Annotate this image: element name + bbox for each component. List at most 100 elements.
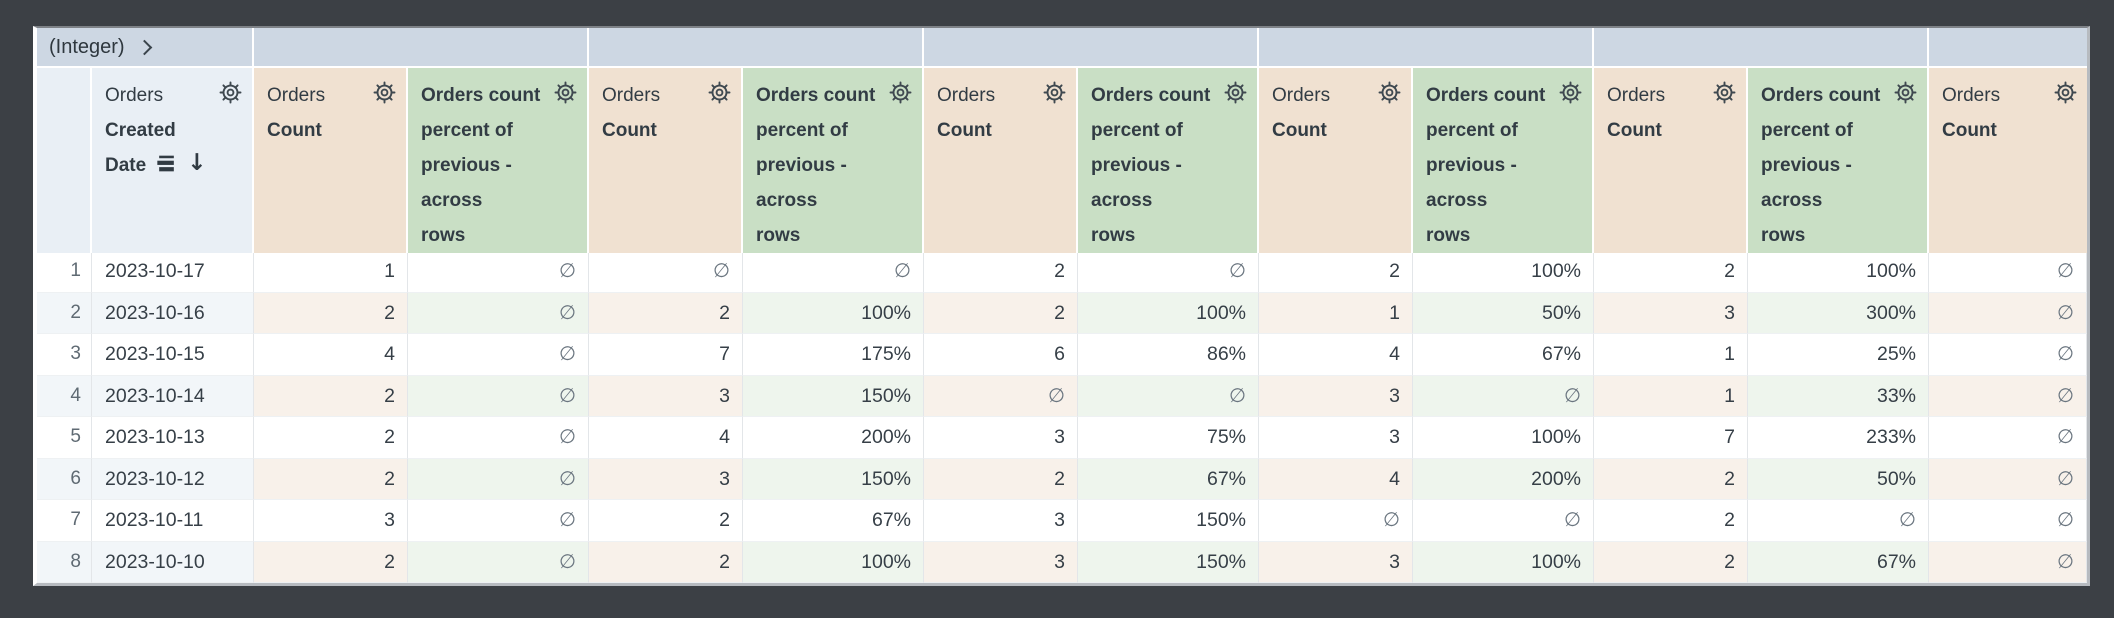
cell-count[interactable]: 3 — [1259, 375, 1413, 417]
gear-icon[interactable] — [887, 79, 914, 106]
gear-icon[interactable] — [1376, 79, 1403, 106]
cell-percent[interactable]: 50% — [1748, 458, 1929, 500]
cell-count[interactable]: 4 — [589, 417, 743, 459]
cell-count[interactable]: 2 — [924, 251, 1078, 293]
column-header-percent-of-previous[interactable]: Orders count percent of previous - acros… — [1413, 68, 1594, 253]
gear-icon[interactable] — [1557, 79, 1584, 106]
cell-percent[interactable]: 67% — [1748, 541, 1929, 583]
cell-count[interactable]: 4 — [1259, 458, 1413, 500]
cell-percent[interactable]: 100% — [1748, 251, 1929, 293]
cell-count[interactable]: 3 — [254, 500, 408, 542]
cell-count[interactable]: 3 — [1594, 292, 1748, 334]
cell-count[interactable]: 2 — [1594, 500, 1748, 542]
cell-percent[interactable]: 200% — [743, 417, 924, 459]
cell-percent[interactable]: 100% — [1413, 251, 1594, 293]
cell-count[interactable]: 2 — [1594, 458, 1748, 500]
chevron-right-icon[interactable] — [136, 39, 152, 56]
column-header-percent-of-previous[interactable]: Orders count percent of previous - acros… — [408, 68, 589, 253]
pivot-expand-cell[interactable]: (Integer) — [37, 28, 254, 68]
column-header-orders-count[interactable]: Orders Count — [254, 68, 408, 253]
cell-date[interactable]: 2023-10-11 — [92, 500, 254, 542]
cell-percent[interactable]: 300% — [1748, 292, 1929, 334]
cell-percent[interactable]: 100% — [743, 541, 924, 583]
cell-count[interactable]: 3 — [924, 500, 1078, 542]
cell-percent[interactable]: 150% — [1078, 500, 1259, 542]
cell-count[interactable]: 4 — [1259, 334, 1413, 376]
gear-icon[interactable] — [552, 79, 579, 106]
cell-percent[interactable]: 200% — [1413, 458, 1594, 500]
cell-count[interactable]: 2 — [589, 500, 743, 542]
column-header-created-date[interactable]: Orders Created Date ↓ — [92, 68, 254, 253]
cell-count[interactable]: 1 — [1594, 375, 1748, 417]
cell-count[interactable]: 2 — [254, 541, 408, 583]
cell-count[interactable]: 2 — [1594, 251, 1748, 293]
column-header-orders-count[interactable]: Orders Count — [1259, 68, 1413, 253]
cell-count[interactable]: 3 — [589, 375, 743, 417]
cell-percent[interactable]: 75% — [1078, 417, 1259, 459]
cell-percent[interactable]: 100% — [743, 292, 924, 334]
cell-count[interactable]: 1 — [1259, 292, 1413, 334]
cell-percent[interactable]: 67% — [743, 500, 924, 542]
cell-percent[interactable]: 25% — [1748, 334, 1929, 376]
cell-percent[interactable]: 150% — [743, 375, 924, 417]
cell-percent[interactable]: 33% — [1748, 375, 1929, 417]
gear-icon[interactable] — [1711, 79, 1738, 106]
cell-count[interactable]: 2 — [254, 375, 408, 417]
cell-percent[interactable]: 175% — [743, 334, 924, 376]
cell-count[interactable]: 2 — [1594, 541, 1748, 583]
cell-count[interactable]: 2 — [254, 417, 408, 459]
cell-count[interactable]: 3 — [924, 417, 1078, 459]
gear-icon[interactable] — [2052, 79, 2079, 106]
cell-count[interactable]: 2 — [1259, 251, 1413, 293]
cell-percent: ∅ — [1078, 251, 1259, 293]
cell-percent[interactable]: 100% — [1078, 292, 1259, 334]
cell-count[interactable]: 2 — [589, 541, 743, 583]
gear-icon[interactable] — [706, 79, 733, 106]
sort-desc-arrow-icon[interactable]: ↓ — [187, 150, 207, 176]
column-header-orders-count[interactable]: Orders Count — [1594, 68, 1748, 253]
cell-percent[interactable]: 67% — [1413, 334, 1594, 376]
gear-icon[interactable] — [371, 79, 398, 106]
column-header-orders-count[interactable]: Orders Count — [924, 68, 1078, 253]
cell-count[interactable]: 4 — [254, 334, 408, 376]
cell-count[interactable]: 2 — [924, 458, 1078, 500]
cell-count[interactable]: 1 — [1594, 334, 1748, 376]
cell-percent[interactable]: 100% — [1413, 417, 1594, 459]
cell-percent[interactable]: 100% — [1413, 541, 1594, 583]
column-header-percent-of-previous[interactable]: Orders count percent of previous - acros… — [743, 68, 924, 253]
cell-percent[interactable]: 150% — [743, 458, 924, 500]
cell-percent[interactable]: 86% — [1078, 334, 1259, 376]
cell-count[interactable]: 7 — [1594, 417, 1748, 459]
cell-date[interactable]: 2023-10-10 — [92, 541, 254, 583]
cell-date[interactable]: 2023-10-12 — [92, 458, 254, 500]
cell-percent[interactable]: 150% — [1078, 541, 1259, 583]
cell-date[interactable]: 2023-10-15 — [92, 334, 254, 376]
cell-count[interactable]: 3 — [1259, 541, 1413, 583]
cell-count[interactable]: 3 — [924, 541, 1078, 583]
cell-count[interactable]: 2 — [254, 292, 408, 334]
cell-date[interactable]: 2023-10-17 — [92, 251, 254, 293]
cell-count[interactable]: 6 — [924, 334, 1078, 376]
column-header-orders-count[interactable]: Orders Count — [589, 68, 743, 253]
cell-percent[interactable]: 67% — [1078, 458, 1259, 500]
cell-count[interactable]: 7 — [589, 334, 743, 376]
cell-count[interactable]: 3 — [1259, 417, 1413, 459]
gear-icon[interactable] — [1222, 79, 1249, 106]
gear-icon[interactable] — [1892, 79, 1919, 106]
subtotal-icon[interactable] — [154, 152, 179, 174]
cell-count[interactable]: 2 — [254, 458, 408, 500]
gear-icon[interactable] — [217, 79, 244, 106]
gear-icon[interactable] — [1041, 79, 1068, 106]
cell-date[interactable]: 2023-10-16 — [92, 292, 254, 334]
cell-count[interactable]: 3 — [589, 458, 743, 500]
cell-count[interactable]: 2 — [924, 292, 1078, 334]
column-header-percent-of-previous[interactable]: Orders count percent of previous - acros… — [1748, 68, 1929, 253]
column-header-percent-of-previous[interactable]: Orders count percent of previous - acros… — [1078, 68, 1259, 253]
cell-count[interactable]: 2 — [589, 292, 743, 334]
column-header-orders-count[interactable]: Orders Count — [1929, 68, 2087, 253]
cell-percent[interactable]: 50% — [1413, 292, 1594, 334]
cell-date[interactable]: 2023-10-14 — [92, 375, 254, 417]
cell-percent[interactable]: 233% — [1748, 417, 1929, 459]
cell-date[interactable]: 2023-10-13 — [92, 417, 254, 459]
cell-count[interactable]: 1 — [254, 251, 408, 293]
